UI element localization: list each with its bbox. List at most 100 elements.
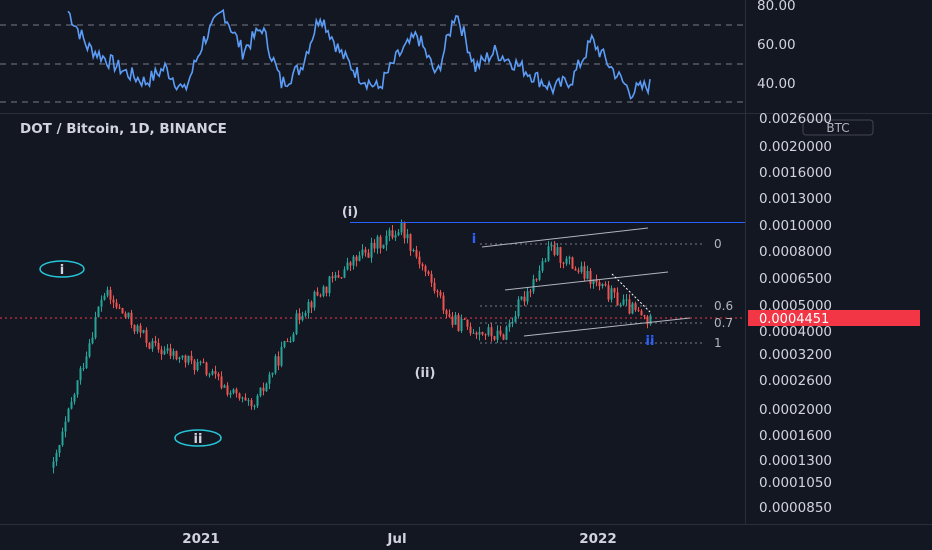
candle-body	[520, 296, 523, 300]
candle-body	[388, 230, 391, 236]
candle-body	[307, 301, 310, 314]
wave-projection-line[interactable]	[611, 273, 651, 313]
price-axis-tick: 0.0002600	[759, 373, 832, 389]
candle-body	[214, 371, 217, 374]
candle-body	[67, 408, 70, 422]
candle-body	[487, 327, 490, 335]
candle-body	[367, 252, 370, 258]
candle-body	[469, 326, 472, 334]
candle-body	[412, 250, 415, 252]
candle-body	[64, 421, 67, 432]
rsi-pane[interactable]	[0, 0, 745, 113]
wave-label-circle-ii[interactable]: ii	[174, 429, 222, 447]
candle-body	[352, 256, 355, 266]
candle-body	[526, 291, 529, 302]
candle-body	[151, 340, 154, 349]
price-axis-tick: 0.0002000	[759, 402, 832, 418]
candle-body	[304, 313, 307, 316]
candle-body	[385, 235, 388, 245]
candle-body	[400, 222, 403, 233]
candle-body	[280, 346, 283, 366]
candle-body	[382, 244, 385, 249]
candle-body	[580, 266, 583, 272]
candle-body	[355, 256, 358, 261]
candle-body	[343, 269, 346, 278]
candle-body	[133, 324, 136, 332]
channel-base-line[interactable]	[523, 317, 691, 337]
candle-body	[229, 392, 232, 395]
symbol-title[interactable]: DOT / Bitcoin, 1D, BINANCE	[20, 121, 227, 137]
candle-body	[598, 282, 601, 287]
price-axis-tick: 0.0003200	[759, 347, 832, 363]
candle-body	[334, 275, 337, 279]
candle-body	[220, 376, 223, 388]
candle-body	[238, 393, 241, 399]
candle-body	[91, 337, 94, 344]
wave-label-circle-i[interactable]: i	[39, 260, 85, 278]
candle-body	[82, 367, 85, 369]
candle-body	[100, 299, 103, 307]
candle-body	[211, 371, 214, 375]
candle-body	[175, 351, 178, 360]
candle-body	[277, 356, 280, 366]
wave-label-text: i	[60, 263, 64, 278]
fib-label-06: 0.6	[714, 299, 733, 313]
candle-body	[628, 299, 631, 314]
candle-body	[124, 313, 127, 318]
candle-body	[604, 284, 607, 286]
currency-badge[interactable]	[802, 119, 874, 136]
fib-label-07: 0.7	[714, 316, 733, 330]
candle-body	[145, 330, 148, 343]
time-axis-label: 2021	[182, 531, 220, 547]
candle-body	[466, 319, 469, 327]
candle-body	[76, 380, 79, 395]
candle-body	[424, 266, 427, 272]
candle-body	[640, 310, 643, 316]
candle-body	[205, 362, 208, 375]
price-axis-tick: 0.0001300	[759, 453, 832, 469]
candle-body	[247, 400, 250, 402]
candle-body	[514, 316, 517, 323]
candle-body	[391, 230, 394, 238]
candle-body	[301, 315, 304, 320]
candle-body	[373, 242, 376, 249]
price-axis[interactable]: 0.0026000 0.0020000 0.0016000 0.0013000 …	[759, 111, 832, 516]
candle-body	[511, 322, 514, 324]
channel-lower-line[interactable]	[504, 271, 669, 291]
candle-body	[259, 387, 262, 396]
current-price-badge	[748, 310, 920, 326]
candle-body	[364, 249, 367, 253]
price-axis-tick: 0.0013000	[759, 191, 832, 207]
candle-body	[298, 313, 301, 320]
time-axis-label: Jul	[386, 531, 406, 547]
candle-body	[610, 288, 613, 300]
candlestick-series	[52, 219, 652, 474]
price-pane[interactable]	[0, 114, 745, 524]
candle-body	[463, 318, 466, 320]
candle-body	[130, 312, 133, 325]
wave-label-paren-ii[interactable]: (ii)	[415, 366, 436, 381]
candle-body	[184, 355, 187, 363]
candle-body	[550, 244, 553, 247]
candle-body	[274, 356, 277, 373]
wave-label-paren-i[interactable]: (i)	[342, 205, 358, 220]
price-axis-tick: 0.0004000	[759, 324, 832, 340]
candle-body	[379, 236, 382, 249]
candle-body	[616, 292, 619, 306]
candle-body	[118, 307, 121, 309]
candle-body	[403, 222, 406, 239]
wave-label-blue-i[interactable]: i	[472, 232, 476, 247]
channel-upper-line[interactable]	[481, 227, 649, 248]
candle-body	[460, 318, 463, 331]
candle-body	[421, 264, 424, 267]
wave-label-blue-ii[interactable]: ii	[646, 334, 655, 349]
candle-body	[532, 279, 535, 292]
candle-body	[253, 405, 256, 407]
candle-body	[556, 247, 559, 255]
candle-body	[607, 285, 610, 300]
candle-body	[376, 236, 379, 249]
candle-body	[190, 355, 193, 361]
wave-label-text: ii	[194, 432, 203, 447]
candle-body	[409, 234, 412, 251]
